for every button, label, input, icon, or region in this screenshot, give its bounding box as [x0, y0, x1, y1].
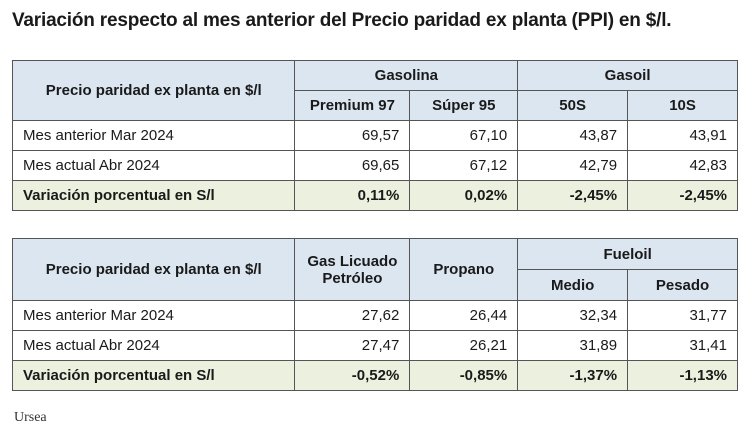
- col-header: Pesado: [627, 269, 738, 301]
- cell: -0,85%: [409, 360, 519, 391]
- row-label: Mes anterior Mar 2024: [11, 120, 296, 151]
- table-row: Mes anterior Mar 2024 69,57 67,10 43,87 43,9…: [11, 120, 738, 151]
- cell: -0,52%: [294, 360, 411, 391]
- cell: 0,11%: [294, 180, 411, 211]
- cell: 0,02%: [409, 180, 519, 211]
- table-row: Mes anterior Mar 2024 27,62 26,44 32,34 31,7…: [11, 300, 738, 331]
- cell: 67,10: [409, 120, 519, 151]
- cell: 26,44: [409, 300, 519, 331]
- table-gasolina-gasoil: Precio paridad ex planta en $/l Gasolina…: [11, 60, 738, 211]
- cell: 42,83: [627, 150, 738, 181]
- cell: -1,13%: [627, 360, 738, 391]
- col-header: Propano: [409, 238, 519, 301]
- cell: 67,12: [409, 150, 519, 181]
- cell: 27,47: [294, 330, 411, 361]
- page-title: Variación respecto al mes anterior del P…: [12, 10, 672, 31]
- cell: 31,41: [627, 330, 738, 361]
- table-row-variation: Variación porcentual en S/l -0,52% -0,85% -…: [11, 360, 738, 391]
- col-header: 50S: [517, 90, 629, 121]
- table-row-variation: Variación porcentual en S/l 0,11% 0,02% -2,…: [11, 180, 738, 211]
- row-label: Variación porcentual en S/l: [11, 180, 296, 211]
- cell: -2,45%: [517, 180, 629, 211]
- table-row: Mes actual Abr 2024 69,65 67,12 42,79 42,83: [11, 150, 738, 181]
- cell: -2,45%: [627, 180, 738, 211]
- table-glp-fueloil: Precio paridad ex planta en $/l Gas Licu…: [11, 238, 738, 391]
- cell: 27,62: [294, 300, 411, 331]
- row-label: Mes anterior Mar 2024: [11, 300, 296, 331]
- row-label: Mes actual Abr 2024: [11, 330, 296, 361]
- col-header: Premium 97: [294, 90, 411, 121]
- corner-header: Precio paridad ex planta en $/l: [11, 60, 296, 121]
- cell: 26,21: [409, 330, 519, 361]
- table-row: Mes actual Abr 2024 27,47 26,21 31,89 31,41: [11, 330, 738, 361]
- corner-header: Precio paridad ex planta en $/l: [11, 238, 296, 301]
- group-header: Gasolina: [294, 60, 519, 91]
- cell: 32,34: [517, 300, 629, 331]
- cell: 43,87: [517, 120, 629, 151]
- cell: 31,89: [517, 330, 629, 361]
- cell: 69,65: [294, 150, 411, 181]
- col-header: 10S: [627, 90, 738, 121]
- row-label: Mes actual Abr 2024: [11, 150, 296, 181]
- cell: 43,91: [627, 120, 738, 151]
- group-header: Fueloil: [517, 238, 738, 270]
- cell: 69,57: [294, 120, 411, 151]
- group-header: Gasoil: [517, 60, 738, 91]
- col-header: Gas Licuado Petróleo: [294, 238, 411, 301]
- col-header: Medio: [517, 269, 629, 301]
- cell: -1,37%: [517, 360, 629, 391]
- cell: 31,77: [627, 300, 738, 331]
- source-label: Ursea: [14, 410, 47, 425]
- cell: 42,79: [517, 150, 629, 181]
- col-header: Súper 95: [409, 90, 519, 121]
- row-label: Variación porcentual en S/l: [11, 360, 296, 391]
